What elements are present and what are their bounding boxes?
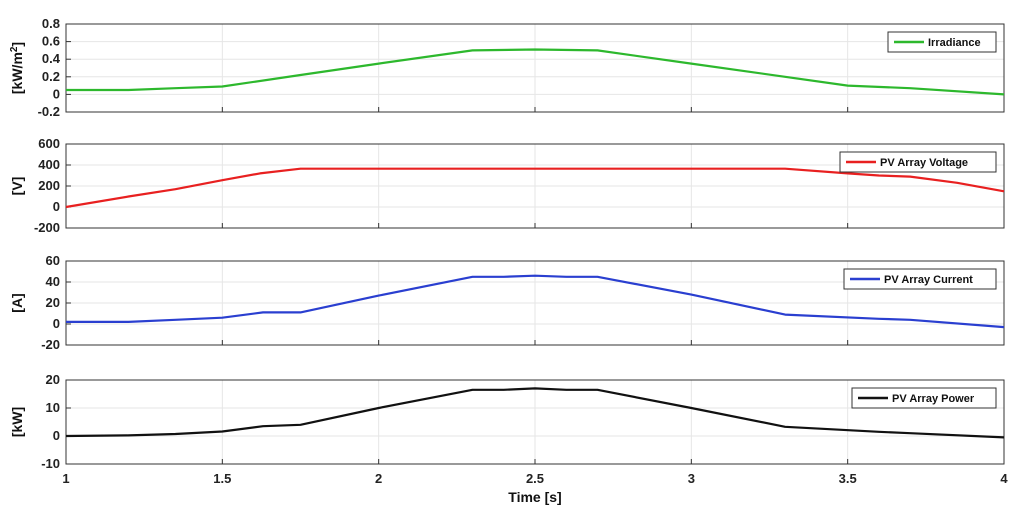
y-axis-label-tail: ] bbox=[9, 42, 25, 47]
y-tick-label: 0.4 bbox=[42, 51, 61, 66]
y-tick-label: -10 bbox=[41, 456, 60, 471]
legend-label: PV Array Voltage bbox=[880, 157, 968, 169]
y-tick-label: 0.6 bbox=[42, 34, 60, 49]
legend-box bbox=[887, 31, 997, 53]
y-axis-label: [kW] bbox=[9, 407, 25, 437]
y-axis-label-superscript: 2 bbox=[9, 46, 20, 52]
legend-label: PV Array Current bbox=[884, 274, 973, 286]
y-tick-label: 0 bbox=[53, 316, 60, 331]
legend-label: Irradiance bbox=[928, 37, 981, 49]
x-tick-label: 4 bbox=[1000, 471, 1008, 486]
legend-label: PV Array Power bbox=[892, 393, 975, 405]
y-tick-label: 40 bbox=[46, 274, 60, 289]
y-tick-label: 0 bbox=[53, 86, 60, 101]
y-tick-label: 400 bbox=[38, 157, 60, 172]
y-axis-label: [A] bbox=[9, 293, 25, 312]
x-tick-label: 3.5 bbox=[839, 471, 857, 486]
series-line-irradiance bbox=[66, 48, 1005, 96]
x-tick-label: 1 bbox=[62, 471, 69, 486]
y-axis-label: [kW/m2] bbox=[9, 42, 26, 94]
x-tick-label: 1.5 bbox=[213, 471, 231, 486]
x-tick-label: 2.5 bbox=[526, 471, 544, 486]
x-tick-label: 2 bbox=[375, 471, 382, 486]
y-tick-label: 0.2 bbox=[42, 69, 60, 84]
y-axis-label-main: [kW/m bbox=[9, 52, 25, 94]
y-tick-label: 200 bbox=[38, 178, 60, 193]
y-tick-label: 10 bbox=[46, 400, 60, 415]
legend-box bbox=[839, 151, 997, 173]
series-line-pv-array-power bbox=[65, 387, 1005, 439]
y-axis-label: [V] bbox=[9, 177, 25, 196]
legend-box bbox=[843, 268, 997, 290]
series-line-pv-array-current bbox=[66, 274, 1005, 329]
y-tick-label: -20 bbox=[41, 337, 60, 352]
y-tick-label: 0 bbox=[53, 199, 60, 214]
y-tick-label: -0.2 bbox=[38, 104, 60, 119]
series-line-pv-array-voltage bbox=[65, 167, 1005, 209]
y-tick-label: 20 bbox=[46, 295, 60, 310]
legend-box bbox=[851, 387, 997, 409]
y-tick-label: 600 bbox=[38, 136, 60, 151]
x-axis-label: Time [s] bbox=[508, 489, 561, 505]
y-tick-label: 0 bbox=[53, 428, 60, 443]
y-tick-label: 0.8 bbox=[42, 16, 60, 31]
y-tick-label: -200 bbox=[34, 220, 60, 235]
y-tick-label: 20 bbox=[46, 372, 60, 387]
x-tick-label: 3 bbox=[688, 471, 695, 486]
y-tick-label: 60 bbox=[46, 253, 60, 268]
